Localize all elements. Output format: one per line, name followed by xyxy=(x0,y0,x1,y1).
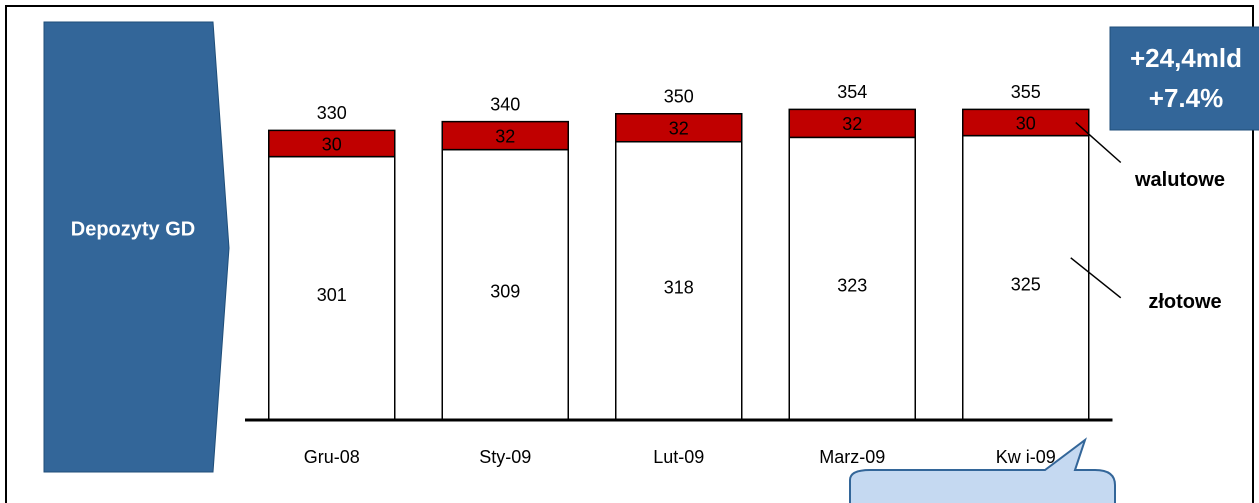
bar-segment xyxy=(962,134,1090,421)
value-label: 323 xyxy=(837,275,867,295)
bar-segment xyxy=(788,136,916,421)
total-label: 330 xyxy=(317,103,347,123)
value-label: 32 xyxy=(669,119,689,139)
value-label: 32 xyxy=(495,126,515,146)
bar-segment xyxy=(788,108,916,139)
x-tick-label: Marz-09 xyxy=(819,447,885,467)
total-label: 355 xyxy=(1011,82,1041,102)
bar-segment xyxy=(615,113,743,143)
value-label: 309 xyxy=(490,282,520,302)
badge-line: +7.4% xyxy=(1149,83,1223,113)
value-label: 32 xyxy=(842,114,862,134)
legend-label: złotowe xyxy=(1148,291,1221,313)
total-label: 350 xyxy=(664,87,694,107)
badge xyxy=(1109,26,1259,131)
x-tick-label: Gru-08 xyxy=(304,447,360,467)
x-tick-label: Sty-09 xyxy=(479,447,531,467)
bar-segment xyxy=(615,141,743,421)
bar-segment xyxy=(441,120,569,151)
value-label: 30 xyxy=(322,134,342,154)
total-label: 354 xyxy=(837,82,867,102)
value-label: 318 xyxy=(664,278,694,298)
callout xyxy=(849,437,1116,503)
bar-segment xyxy=(962,108,1090,137)
x-tick-label: Kw i-09 xyxy=(996,447,1056,467)
total-label: 340 xyxy=(490,94,520,114)
badge-line: +24,4mld xyxy=(1130,43,1242,73)
leader-line xyxy=(1075,121,1122,164)
side-label: Depozyty GD xyxy=(71,218,195,240)
side-arrow xyxy=(43,21,230,473)
value-label: 301 xyxy=(317,285,347,305)
legend-label: walutowe xyxy=(1134,169,1225,191)
value-label: 325 xyxy=(1011,275,1041,295)
leader-line xyxy=(1070,257,1122,299)
value-label: 30 xyxy=(1016,113,1036,133)
bar-segment xyxy=(268,129,396,158)
x-tick-label: Lut-09 xyxy=(653,447,704,467)
